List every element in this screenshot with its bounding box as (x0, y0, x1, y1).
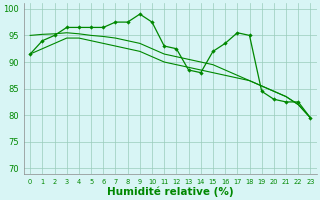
X-axis label: Humidité relative (%): Humidité relative (%) (107, 186, 234, 197)
